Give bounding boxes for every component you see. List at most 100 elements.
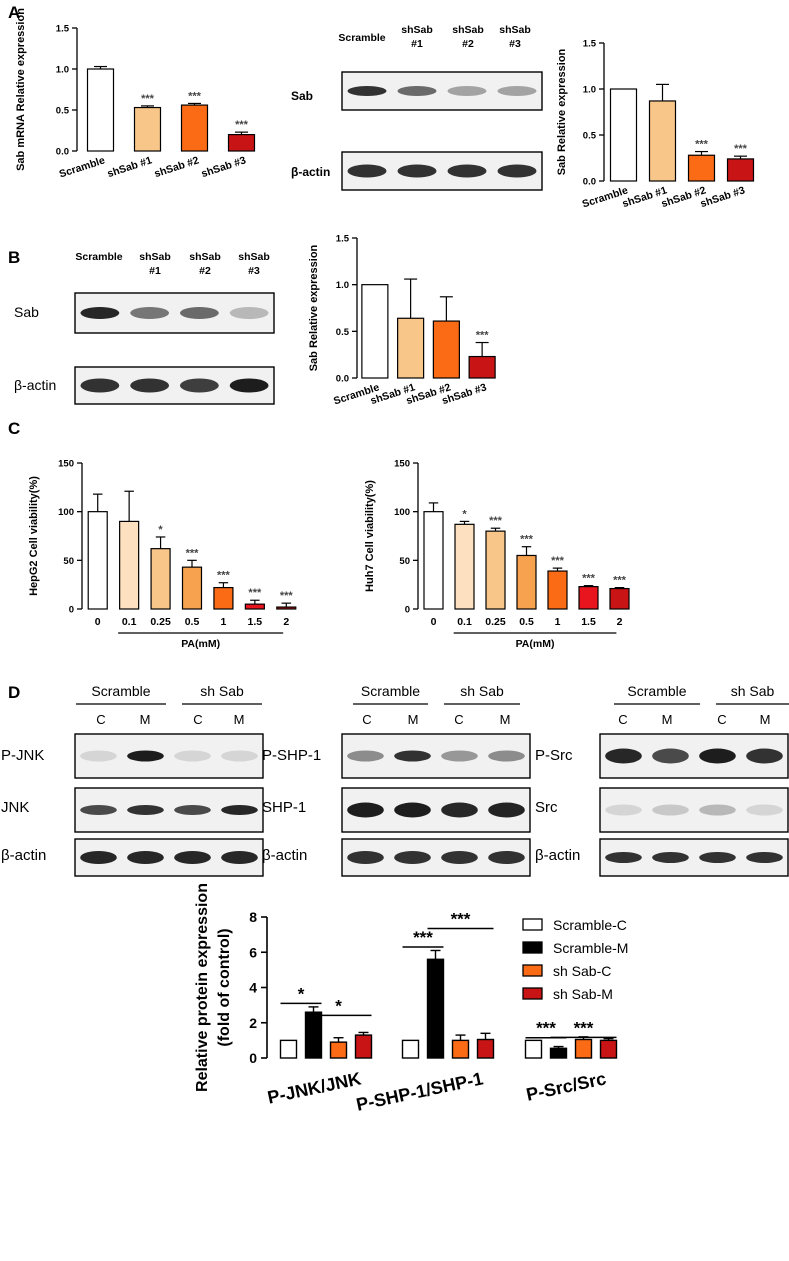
blot-band bbox=[605, 852, 642, 863]
bar bbox=[432, 320, 460, 379]
bar bbox=[354, 1034, 373, 1059]
bar bbox=[213, 586, 234, 610]
blot-band bbox=[127, 750, 164, 762]
x-tick-label: Scramble bbox=[58, 154, 107, 180]
x-tick-label: 1.5 bbox=[248, 616, 263, 628]
panel-label-D: D bbox=[8, 683, 20, 702]
blot-lane-label: C bbox=[454, 712, 463, 727]
blot-band bbox=[488, 851, 525, 864]
blot-lane-label: M bbox=[234, 712, 245, 727]
legend-swatch bbox=[522, 918, 543, 931]
bar bbox=[227, 134, 256, 152]
significance-label: *** bbox=[235, 119, 249, 131]
bar bbox=[133, 106, 162, 152]
blot-d-jnk bbox=[74, 787, 264, 833]
significance-label: *** bbox=[613, 575, 627, 587]
bar bbox=[423, 511, 444, 610]
blot-lane-label: C bbox=[717, 712, 726, 727]
legend-swatch bbox=[522, 987, 543, 1000]
x-tick-label: P-SHP-1/SHP-1 bbox=[354, 1068, 484, 1114]
blot-band bbox=[221, 805, 258, 815]
bar bbox=[648, 100, 677, 182]
x-tick-label: 0.5 bbox=[519, 616, 534, 628]
blot-band bbox=[447, 86, 487, 96]
blot-band bbox=[174, 750, 211, 762]
bar bbox=[549, 1047, 568, 1059]
y-tick-label: 1.0 bbox=[336, 280, 349, 291]
significance-label: *** bbox=[186, 547, 200, 559]
blot-row-label: SHP-1 bbox=[262, 799, 306, 816]
y-tick-label: 0.0 bbox=[56, 147, 69, 158]
significance-label: *** bbox=[280, 590, 294, 602]
x-tick-label: 0.25 bbox=[485, 616, 506, 628]
significance-label: * bbox=[158, 524, 163, 536]
panel-label-B: B bbox=[8, 248, 20, 267]
blot-band bbox=[397, 164, 437, 178]
blot-band bbox=[394, 851, 431, 864]
blot-d-actin1 bbox=[74, 838, 264, 877]
x-tick-label: 0.5 bbox=[185, 616, 200, 628]
blot-frame bbox=[74, 733, 264, 779]
y-tick-label: 0 bbox=[405, 605, 410, 616]
blot-band bbox=[174, 805, 211, 815]
bar bbox=[609, 587, 630, 610]
bar bbox=[329, 1041, 348, 1059]
comparison-label: * bbox=[298, 984, 305, 1003]
bar bbox=[304, 1011, 323, 1059]
bar bbox=[276, 606, 297, 610]
x-axis-label: PA(mM) bbox=[516, 638, 555, 650]
y-tick-label: 1.0 bbox=[56, 65, 69, 76]
comparison-label: *** bbox=[574, 1018, 594, 1037]
blot-group-label: sh Sab bbox=[460, 683, 504, 699]
legend-label: Scramble-C bbox=[553, 917, 627, 933]
blot-band bbox=[80, 307, 120, 319]
bar bbox=[180, 104, 209, 152]
blot-band bbox=[699, 852, 736, 863]
chart-D-protein: 0 2 4 6 8 Relative protein expression (fold of… bbox=[194, 883, 628, 1115]
blot-d-src bbox=[599, 787, 789, 833]
x-tick-label: 0.1 bbox=[457, 616, 472, 628]
blot-band bbox=[179, 307, 219, 319]
blot-band bbox=[80, 851, 117, 864]
bar bbox=[181, 566, 203, 610]
y-tick-label: 0 bbox=[69, 605, 74, 616]
significance-label: *** bbox=[141, 93, 155, 105]
x-tick-label: 1 bbox=[221, 616, 227, 628]
comparison-label: *** bbox=[451, 909, 471, 928]
blot-band bbox=[447, 164, 487, 178]
x-tick-label: 0.25 bbox=[150, 616, 171, 628]
x-tick-label: shSab #3 bbox=[200, 154, 248, 180]
legend-label: sh Sab-C bbox=[553, 963, 611, 979]
blot-band bbox=[347, 750, 384, 762]
bar bbox=[468, 355, 496, 379]
blot-band bbox=[497, 164, 537, 178]
blot-lane-label: shSab #1 bbox=[139, 251, 171, 277]
blot-a-actin bbox=[341, 151, 543, 191]
blot-b-actin bbox=[74, 366, 275, 405]
x-tick-label: P-JNK/JNK bbox=[266, 1068, 363, 1107]
significance-label: *** bbox=[582, 573, 596, 585]
significance-label: *** bbox=[248, 587, 262, 599]
blot-row-label: JNK bbox=[1, 799, 29, 816]
blot-band bbox=[746, 748, 783, 764]
blot-row-label: β-actin bbox=[262, 847, 307, 864]
y-tick-label: 0.5 bbox=[583, 131, 597, 142]
y-axis-label: Sab Relative expression bbox=[556, 48, 568, 175]
x-tick-label: 2 bbox=[617, 616, 623, 628]
blot-band bbox=[221, 750, 258, 762]
bar bbox=[599, 1039, 618, 1059]
chart-C-Huh7: 0 50 100 150 Huh7 Cell viability(%) 0 * 0.1 *** 0… bbox=[364, 459, 630, 650]
blot-band bbox=[127, 851, 164, 864]
bar bbox=[547, 570, 568, 610]
bar bbox=[87, 511, 108, 610]
blot-lane-label: M bbox=[760, 712, 771, 727]
y-tick-label: 100 bbox=[394, 507, 410, 518]
legend-label: Scramble-M bbox=[553, 940, 628, 956]
bar bbox=[119, 520, 140, 610]
y-tick-label: 0.5 bbox=[56, 106, 70, 117]
blot-band bbox=[347, 851, 384, 864]
bar bbox=[454, 523, 475, 610]
x-tick-label: P-Src/Src bbox=[524, 1068, 607, 1104]
blot-band bbox=[80, 378, 120, 393]
